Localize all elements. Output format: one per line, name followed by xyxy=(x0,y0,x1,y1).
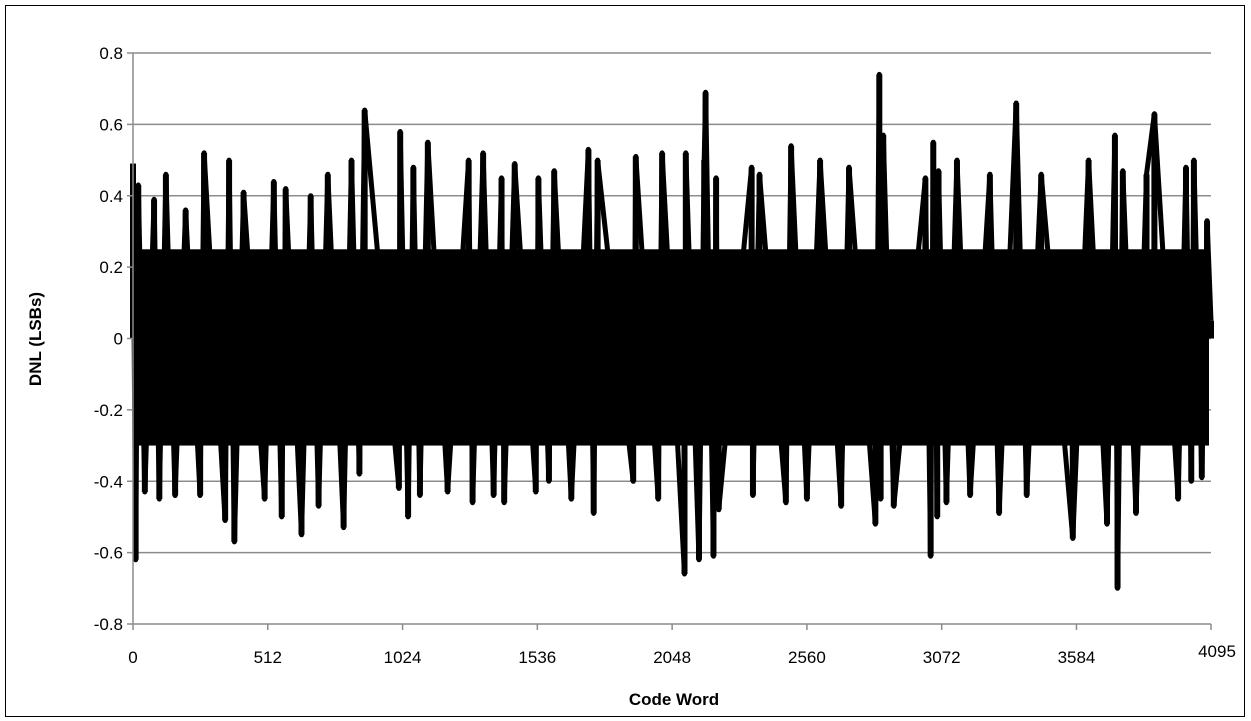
x-tick-label: 0 xyxy=(128,648,137,667)
y-tick-label: -0.8 xyxy=(94,615,123,634)
y-axis-title: DNL (LSBs) xyxy=(26,292,45,386)
y-tick-label: 0.8 xyxy=(99,44,123,63)
dnl-series xyxy=(130,71,1214,591)
x-axis-title: Code Word xyxy=(629,690,719,709)
x-tick-label: 4095 xyxy=(1198,642,1236,661)
tick-labels: 0.8 0.6 0.4 0.2 0 -0.2 -0.4 -0.6 -0.8 0 512 1024 153… xyxy=(94,44,1236,667)
x-tick-label: 2048 xyxy=(653,648,691,667)
x-tick-label: 1536 xyxy=(518,648,556,667)
y-tick-label: -0.2 xyxy=(94,401,123,420)
x-tick-label: 1024 xyxy=(384,648,422,667)
x-tick-label: 3072 xyxy=(923,648,961,667)
y-tick-label: 0.4 xyxy=(99,187,123,206)
axes xyxy=(127,52,1212,630)
y-tick-label: 0.6 xyxy=(99,115,123,134)
y-tick-label: -0.4 xyxy=(94,472,123,491)
y-tick-label: 0 xyxy=(114,330,123,349)
y-tick-label: -0.6 xyxy=(94,544,123,563)
x-tick-label: 2560 xyxy=(788,648,826,667)
x-tick-label: 512 xyxy=(254,648,282,667)
x-tick-label: 3584 xyxy=(1058,648,1096,667)
y-tick-label: 0.2 xyxy=(99,258,123,277)
